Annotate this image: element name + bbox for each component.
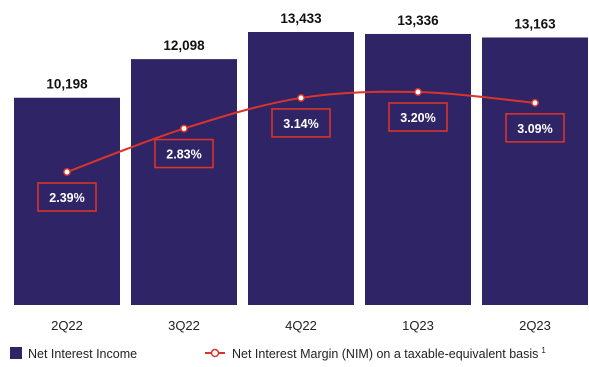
nim-point-1Q23 — [414, 88, 422, 96]
legend: Net Interest Income Net Interest Margin … — [10, 346, 546, 361]
nim-label-box-2Q23 — [505, 113, 565, 143]
bar-2Q22 — [14, 97, 120, 305]
legend-marker-nim — [210, 348, 220, 358]
nim-label-box-4Q22 — [271, 108, 331, 138]
nim-label-1Q23: 3.20% — [400, 111, 435, 125]
nim-point-4Q22 — [297, 93, 305, 102]
bars-layer: 10,198 12,098 13,433 13,336 13,163 — [14, 11, 588, 305]
bar-value-2Q23: 13,163 — [514, 16, 556, 31]
category-label-2Q23: 2Q23 — [519, 318, 551, 333]
nim-label-3Q22: 2.83% — [166, 148, 201, 162]
legend-footnote: 1 — [541, 346, 546, 355]
category-label-2Q22: 2Q22 — [51, 318, 83, 333]
legend-label-nim: Net Interest Margin (NIM) on a taxable-e… — [232, 346, 546, 361]
category-label-4Q22: 4Q22 — [285, 318, 317, 333]
bar-value-3Q22: 12,098 — [163, 38, 205, 53]
nim-label-box-1Q23 — [388, 102, 448, 132]
bar-value-2Q22: 10,198 — [46, 77, 88, 92]
nim-label-2Q22: 2.39% — [49, 191, 84, 205]
nim-point-2Q22 — [63, 168, 71, 176]
nim-line-layer — [63, 88, 539, 176]
nim-labels-layer: 2.39% 2.83% 3.14% 3.20% 3.09% — [37, 102, 565, 212]
bar-value-1Q23: 13,336 — [397, 13, 439, 28]
nim-label-2Q23: 3.09% — [517, 122, 552, 136]
nim-label-box-3Q22 — [154, 138, 214, 169]
category-label-1Q23: 1Q23 — [402, 318, 434, 333]
nim-point-2Q23 — [531, 98, 539, 107]
nim-label-box-2Q22 — [37, 182, 97, 212]
bar-value-4Q22: 13,433 — [280, 11, 322, 26]
legend-swatch-net-interest-income — [10, 347, 22, 359]
bar-4Q22 — [248, 32, 354, 305]
category-label-3Q22: 3Q22 — [168, 318, 200, 333]
legend-label-nim-text: Net Interest Margin (NIM) on a taxable-e… — [232, 347, 538, 361]
category-labels: 2Q22 3Q22 4Q22 1Q23 2Q23 — [51, 318, 551, 333]
bar-2Q23 — [482, 37, 588, 305]
bar-3Q22 — [131, 59, 237, 305]
nim-label-4Q22: 3.14% — [283, 117, 318, 131]
legend-label-net-interest-income: Net Interest Income — [28, 347, 137, 361]
bar-1Q23 — [365, 33, 471, 305]
nim-point-3Q22 — [180, 124, 188, 133]
